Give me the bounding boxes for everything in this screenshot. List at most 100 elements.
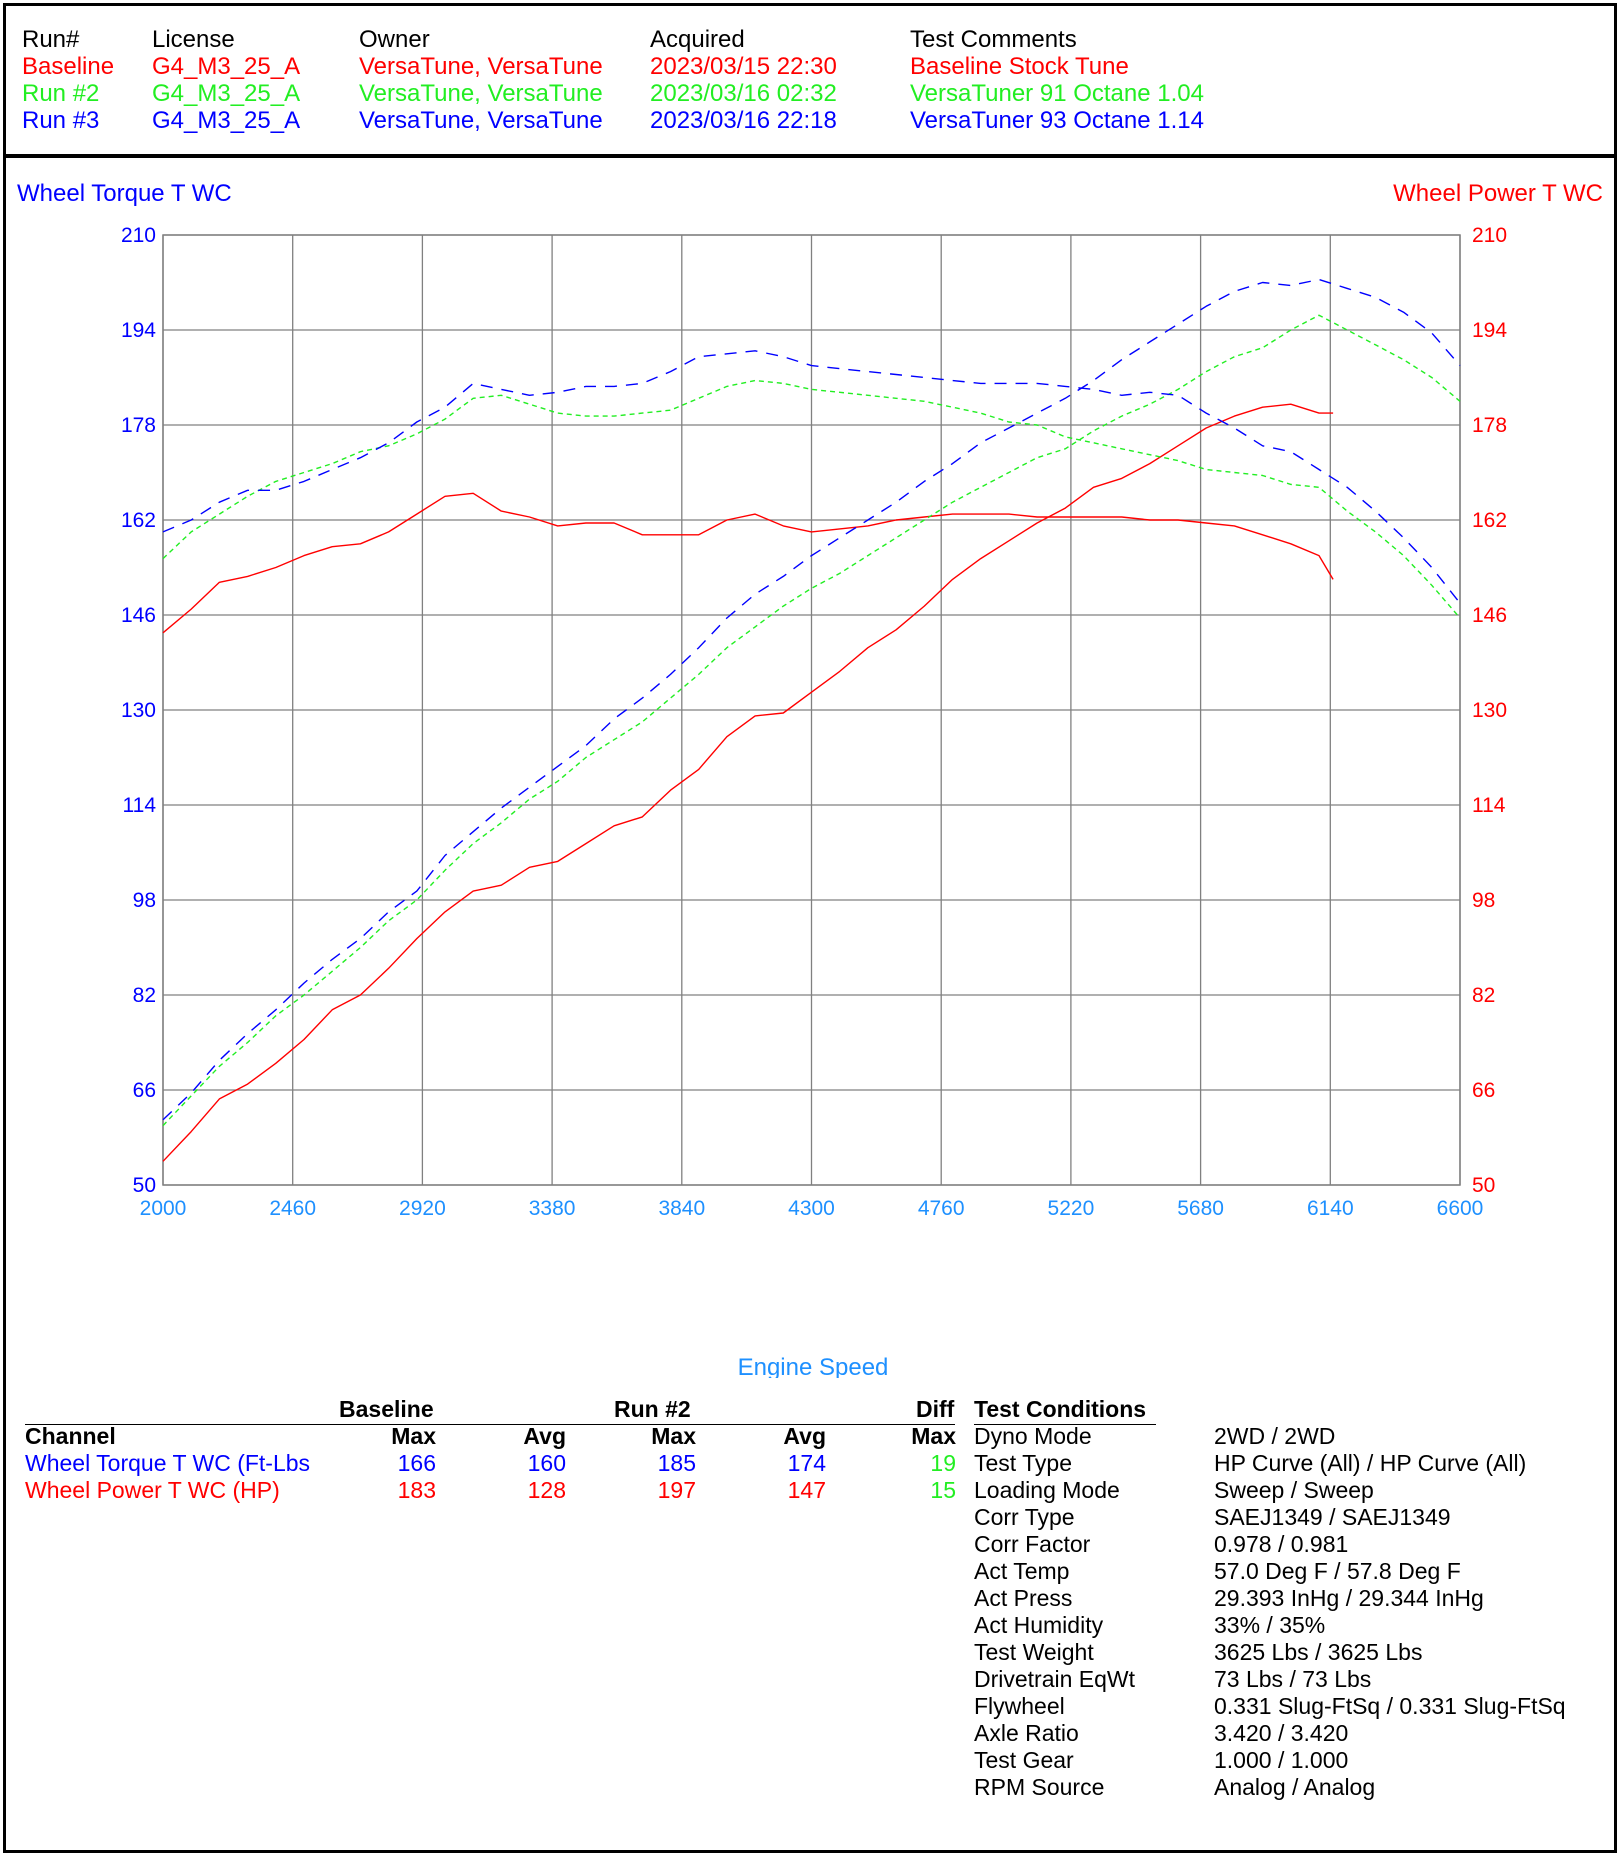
condition-label: Act Humidity bbox=[974, 1612, 1104, 1638]
license-run-2: G4_M3_25_A bbox=[152, 80, 301, 107]
col-baseline-max: Max bbox=[391, 1423, 436, 1449]
y-left-tick-label: 210 bbox=[121, 224, 156, 247]
acquired-column: Acquired 2023/03/15 22:30 2023/03/16 02:… bbox=[650, 26, 837, 134]
y-left-tick-label: 162 bbox=[121, 509, 156, 532]
dyno-chart: Wheel Torque T WC Wheel Power T WC Engin… bbox=[17, 180, 1603, 1378]
x-tick-label: 4760 bbox=[918, 1197, 965, 1220]
header-run: Run# bbox=[22, 26, 80, 53]
x-tick-label: 6600 bbox=[1437, 1197, 1484, 1220]
condition-label: Corr Type bbox=[974, 1504, 1075, 1530]
run-2: Run #2 bbox=[22, 80, 100, 107]
conditions-divider bbox=[974, 1424, 1156, 1425]
grid bbox=[162, 234, 1461, 1186]
x-tick-label: 2920 bbox=[399, 1197, 446, 1220]
left-axis-label: Wheel Torque T WC bbox=[17, 180, 232, 207]
x-tick-label: 3840 bbox=[658, 1197, 705, 1220]
y-right-tick-label: 98 bbox=[1472, 889, 1495, 912]
comment-run-2: VersaTuner 91 Octane 1.04 bbox=[910, 80, 1204, 107]
x-tick-label: 2460 bbox=[269, 1197, 316, 1220]
row-power-r-max: 197 bbox=[657, 1477, 696, 1503]
series-line-baseline-wheel-torque bbox=[162, 492, 1334, 634]
col-channel: Channel bbox=[25, 1423, 116, 1449]
y-right-tick-label: 66 bbox=[1472, 1079, 1495, 1102]
y-right-tick-label: 210 bbox=[1472, 224, 1507, 247]
series-line-run-3-wheel-power bbox=[162, 278, 1461, 1121]
test-conditions-title: Test Conditions bbox=[974, 1396, 1147, 1422]
condition-value: Sweep / Sweep bbox=[1214, 1477, 1374, 1503]
condition-value: HP Curve (All) / HP Curve (All) bbox=[1214, 1450, 1527, 1476]
y-left-tick-label: 82 bbox=[133, 984, 156, 1007]
condition-label: Test Type bbox=[974, 1450, 1073, 1476]
run-baseline: Baseline bbox=[22, 53, 115, 80]
condition-value: 0.331 Slug-FtSq / 0.331 Slug-FtSq bbox=[1214, 1693, 1566, 1719]
owner-run-3: VersaTune, VersaTune bbox=[359, 107, 603, 134]
series-line-run-2-wheel-power bbox=[162, 314, 1461, 1127]
x-tick-label: 4300 bbox=[788, 1197, 835, 1220]
comment-run-3: VersaTuner 93 Octane 1.14 bbox=[910, 107, 1204, 134]
condition-value: 0.978 / 0.981 bbox=[1214, 1531, 1349, 1557]
owner-baseline: VersaTune, VersaTune bbox=[359, 53, 603, 80]
condition-value: 1.000 / 1.000 bbox=[1214, 1747, 1349, 1773]
col-baseline-avg: Avg bbox=[523, 1423, 566, 1449]
col-diff-max: Max bbox=[911, 1423, 956, 1449]
y-right-tick-label: 50 bbox=[1472, 1174, 1495, 1197]
runs-header: Run# Baseline Run #2 Run #3 License G4_M… bbox=[6, 6, 1614, 154]
x-tick-label: 2000 bbox=[140, 1197, 187, 1220]
row-power-r-avg: 147 bbox=[787, 1477, 826, 1503]
group-baseline: Baseline bbox=[339, 1396, 434, 1422]
row-torque-b-max: 166 bbox=[397, 1450, 436, 1476]
y-right-tick-label: 178 bbox=[1472, 414, 1507, 437]
x-tick-label: 5680 bbox=[1177, 1197, 1224, 1220]
y-left-tick-label: 98 bbox=[133, 889, 156, 912]
acquired-run-3: 2023/03/16 22:18 bbox=[650, 107, 837, 134]
row-torque-r-avg: 174 bbox=[787, 1450, 826, 1476]
stats-table: Baseline Run #2 Diff Channel Max Avg Max… bbox=[6, 1396, 956, 1516]
condition-value: 3625 Lbs / 3625 Lbs bbox=[1214, 1639, 1423, 1665]
license-baseline: G4_M3_25_A bbox=[152, 53, 301, 80]
condition-label: Act Temp bbox=[974, 1558, 1070, 1584]
x-axis-label: Engine Speed bbox=[738, 1354, 889, 1378]
acquired-baseline: 2023/03/15 22:30 bbox=[650, 53, 837, 80]
stats-divider bbox=[25, 1424, 955, 1425]
y-left-tick-label: 114 bbox=[123, 794, 157, 817]
condition-value: SAEJ1349 / SAEJ1349 bbox=[1214, 1504, 1451, 1530]
header-comments: Test Comments bbox=[910, 26, 1077, 53]
x-tick-label: 5220 bbox=[1048, 1197, 1095, 1220]
row-power-b-avg: 128 bbox=[527, 1477, 566, 1503]
header-acquired: Acquired bbox=[650, 26, 745, 53]
y-right-tick-label: 146 bbox=[1472, 604, 1507, 627]
y-right-tick-label: 130 bbox=[1472, 699, 1507, 722]
condition-value: 2WD / 2WD bbox=[1214, 1423, 1336, 1449]
license-column: License G4_M3_25_A G4_M3_25_A G4_M3_25_A bbox=[152, 26, 300, 134]
row-power-b-max: 183 bbox=[397, 1477, 436, 1503]
condition-value: 73 Lbs / 73 Lbs bbox=[1214, 1666, 1372, 1692]
condition-value: 57.0 Deg F / 57.8 Deg F bbox=[1214, 1558, 1461, 1584]
y-left-tick-label: 50 bbox=[133, 1174, 156, 1197]
y-right-tick-label: 194 bbox=[1472, 319, 1507, 342]
axis-ticks: 2000 2460 2920 3380 3840 4300 4760 5220 5680 6140… bbox=[121, 224, 1507, 1220]
condition-label: RPM Source bbox=[974, 1774, 1105, 1800]
condition-label: Loading Mode bbox=[974, 1477, 1120, 1503]
row-power-channel: Wheel Power T WC (HP) bbox=[25, 1477, 280, 1503]
col-run2-avg: Avg bbox=[783, 1423, 826, 1449]
condition-value: 33% / 35% bbox=[1214, 1612, 1326, 1638]
condition-label: Drivetrain EqWt bbox=[974, 1666, 1136, 1692]
row-torque-diff: 19 bbox=[930, 1450, 956, 1476]
row-torque-r-max: 185 bbox=[657, 1450, 696, 1476]
run-column: Run# Baseline Run #2 Run #3 bbox=[22, 26, 114, 134]
condition-label: Act Press bbox=[974, 1585, 1073, 1611]
y-left-tick-label: 130 bbox=[121, 699, 156, 722]
header-divider bbox=[6, 154, 1614, 158]
acquired-run-2: 2023/03/16 02:32 bbox=[650, 80, 837, 107]
group-run2: Run #2 bbox=[614, 1396, 691, 1422]
license-run-3: G4_M3_25_A bbox=[152, 107, 301, 134]
test-conditions: Test Conditions Dyno Mode 2WD / 2WD Test T… bbox=[974, 1396, 1594, 1816]
header-license: License bbox=[152, 26, 235, 53]
group-diff: Diff bbox=[916, 1396, 955, 1422]
comments-column: Test Comments Baseline Stock Tune VersaT… bbox=[910, 26, 1204, 134]
series-line-run-3-wheel-torque bbox=[162, 350, 1461, 604]
series-lines bbox=[162, 278, 1461, 1162]
row-torque-channel: Wheel Torque T WC (Ft-Lbs bbox=[25, 1450, 311, 1476]
y-left-tick-label: 178 bbox=[121, 414, 156, 437]
run-3: Run #3 bbox=[22, 107, 100, 134]
